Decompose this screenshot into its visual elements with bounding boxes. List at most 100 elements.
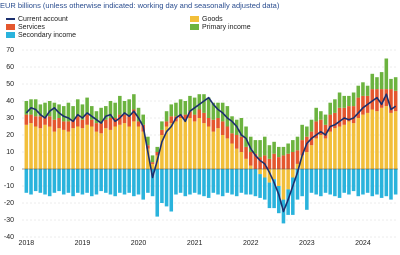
bar-segment [155,146,160,152]
bar-segment [75,116,80,127]
bar-segment [323,138,328,169]
bar-segment [328,114,332,132]
bar-segment [188,118,192,169]
bar-segment [230,143,234,169]
bar-segment [178,118,183,169]
bar-segment [122,123,127,169]
bar-segment [94,169,99,195]
bar-segment [24,124,29,169]
bar-segment [295,169,300,200]
bar-segment [272,141,276,154]
bar-segment [90,126,94,169]
bar-segment [192,169,197,193]
legend-swatch [190,24,199,30]
bar-segment [305,126,309,137]
bar-segment [146,169,150,193]
bar-segment [262,169,267,178]
bar-segment [291,169,295,178]
bar-segment [239,169,244,193]
bar-segment [118,124,122,169]
bar-segment [248,136,253,152]
bar-segment [319,119,323,135]
bar-segment [220,135,225,169]
bar-segment [164,121,169,127]
bar-segment [122,114,127,124]
bar-segment [342,169,347,193]
bar-segment [384,106,389,169]
bar-segment [75,169,80,193]
bar-segment [160,135,164,169]
bar-segment [136,121,141,127]
bar-segment [38,104,43,117]
bar-segment [47,126,52,169]
bar-segment [351,106,356,124]
bar-segment [272,179,276,209]
bar-segment [356,97,361,118]
bar-segment [104,119,108,129]
bar-segment [295,163,300,169]
bar-segment [90,119,94,127]
bar-segment [169,169,174,212]
bar-segment [309,119,314,132]
bar-segment [234,169,239,197]
legend-swatch [6,32,15,38]
bar-segment [333,128,337,169]
bar-segment [220,169,225,197]
bar-segment [146,148,150,169]
bar-segment [108,169,113,195]
bar-segment [337,126,342,169]
bar-segment [150,163,155,169]
bar-segment [305,169,309,210]
bar-segment [33,116,38,127]
bar-segment [262,155,267,169]
bar-segment [71,106,75,120]
bar-segment [150,169,155,197]
bar-segment [127,126,131,169]
bar-segment [197,169,202,195]
legend-swatch [6,24,15,30]
bar-segment [253,140,258,154]
bar-segment [192,97,197,115]
chart-title: EUR billions (unless otherwise indicated… [0,1,280,10]
bar-segment [277,186,281,214]
bar-segment [365,112,370,169]
bar-segment [197,94,202,110]
bar-segment [202,123,206,169]
bar-segment [248,165,253,169]
bar-segment [155,169,160,217]
bar-segment [66,169,71,193]
bar-segment [370,169,375,197]
bar-segment [132,169,136,197]
bar-segment [183,169,188,197]
bar-segment [38,116,43,129]
bar-segment [141,131,145,169]
bar-segment [291,177,295,215]
legend-label: Current account [18,16,68,23]
bar-segment [178,114,183,118]
bar-segment [99,169,103,192]
bar-segment [379,169,384,198]
bar-segment [225,138,230,169]
bar-segment [202,169,206,197]
bar-segment [57,169,61,192]
bar-segment [225,106,230,127]
bar-segment [230,133,234,144]
bar-segment [108,101,113,118]
bar-segment [85,97,89,115]
bar-segment [80,119,85,129]
bar-segment [314,138,318,169]
bar-segment [211,119,216,132]
bar-segment [333,112,337,129]
bar-segment [370,73,375,90]
bar-segment [333,99,337,113]
bar-segment [150,162,155,164]
bar-segment [104,128,108,169]
bar-segment [169,104,174,117]
bar-segment [118,114,122,125]
bar-segment [281,169,286,200]
bar-segment [43,102,47,117]
bar-segment [389,112,393,169]
bar-segment [136,169,141,195]
y-tick-label: 40 [6,98,14,105]
